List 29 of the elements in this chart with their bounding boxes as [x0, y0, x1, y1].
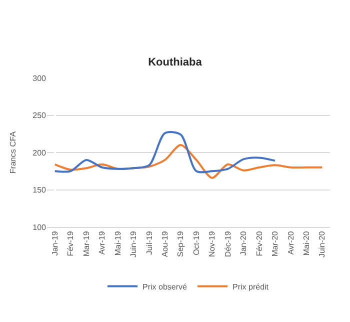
x-tick-label: Juil-19 [144, 230, 154, 255]
y-tick-label: 250 [32, 111, 47, 120]
line-series [54, 131, 276, 174]
x-tick-label: Mai-19 [113, 230, 122, 256]
legend-label: Prix prédit [232, 282, 270, 292]
x-tick-label: Fév-20 [254, 230, 264, 256]
x-tick-label: Déc-19 [223, 230, 232, 257]
x-tick-label: Mai-20 [302, 230, 312, 256]
x-tick-label: Juin-19 [129, 230, 138, 258]
x-tick-label: Nov-19 [208, 230, 217, 257]
x-tick-label: Oct-19 [192, 230, 201, 256]
x-tick-label: Mar-20 [270, 230, 280, 257]
y-tick-label: 100 [32, 222, 47, 232]
y-tick-label: 200 [32, 148, 47, 158]
x-tick-label: Jan-19 [50, 230, 60, 256]
chart-title: Kouthiaba [148, 56, 203, 69]
x-tick-label: Aou-19 [160, 230, 170, 257]
x-tick-label: Avr-19 [98, 230, 107, 255]
x-tick-label: Avr-20 [286, 230, 296, 255]
x-tick-label: Fév-19 [66, 230, 76, 256]
x-tick-label: Juin-20 [318, 230, 327, 258]
y-tick-label: 300 [32, 74, 47, 83]
y-axis-title: Francs CFA [8, 130, 18, 174]
x-tick-label: Sep-19 [176, 230, 186, 257]
line-series [54, 144, 324, 179]
x-tick-label: Jan-20 [239, 230, 248, 256]
x-tick-label: Mar-19 [82, 230, 91, 257]
y-tick-label: 150 [32, 186, 47, 195]
legend-label: Prix observé [142, 282, 188, 292]
